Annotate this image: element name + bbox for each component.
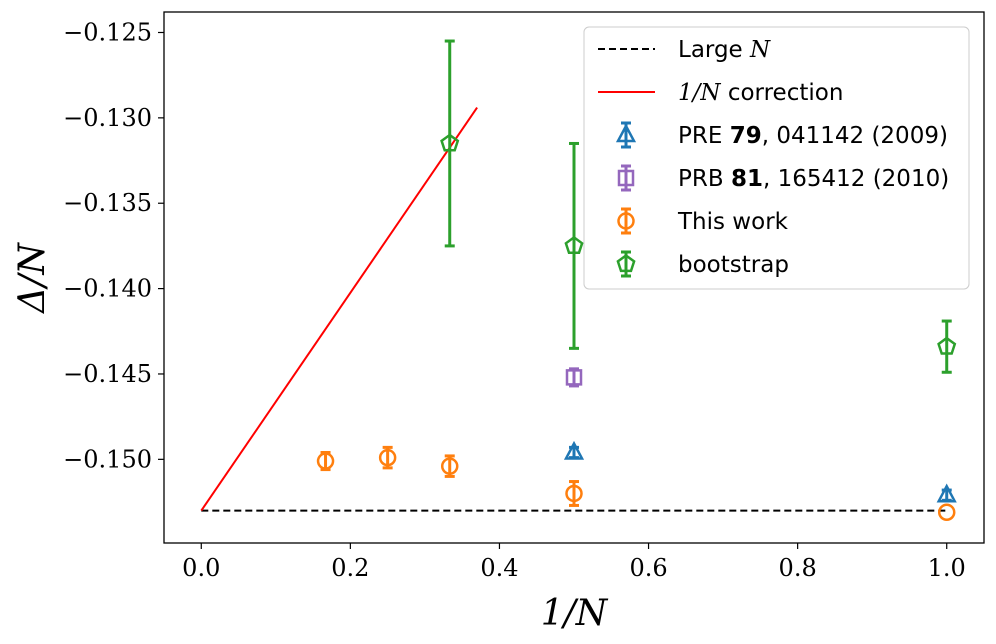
data-point-pre-79-041142-2009 xyxy=(563,440,585,460)
legend-label-part: Large xyxy=(678,37,750,63)
y-tick-label: −0.130 xyxy=(63,104,152,132)
legend-label-part: , 041142 (2009) xyxy=(762,123,948,149)
series-line-1-n-correction xyxy=(200,107,478,512)
data-point-prb-81-165412-2010 xyxy=(565,369,583,386)
data-point-this-work xyxy=(440,457,459,475)
data-point-this-work xyxy=(378,448,397,467)
y-tick-label: −0.140 xyxy=(63,275,152,303)
legend-marker-pre-79-041142-2009 xyxy=(615,123,637,143)
legend-marker-bootstrap xyxy=(616,253,636,273)
legend-label-part: correction xyxy=(721,80,844,106)
legend: Large N 1/N correction PRE 79, 041142 (200… xyxy=(583,26,970,290)
y-tick-label: −0.145 xyxy=(63,360,152,388)
x-tick-label: 0.0 xyxy=(182,554,220,582)
legend-label-large-n: Large N xyxy=(678,37,771,63)
y-tick-label: −0.125 xyxy=(63,18,152,46)
y-tick-label: −0.135 xyxy=(63,189,152,217)
data-point-this-work xyxy=(937,503,956,522)
axes: 0.0 0.2 0.4 0.6 0.8 1.0 −0.125 −0.130 −0.135 −0.1… xyxy=(63,18,966,582)
legend-label-part: N xyxy=(749,37,771,63)
legend-label-1-n-correction: 1/N correction xyxy=(678,80,843,106)
legend-label-part: PRB xyxy=(678,166,731,192)
y-tick-label: −0.150 xyxy=(63,445,152,473)
legend-marker-prb-81-165412-2010 xyxy=(617,169,635,187)
legend-label-bootstrap: bootstrap xyxy=(678,252,789,278)
legend-label-pre-79-041142-2009: PRE 79, 041142 (2009) xyxy=(678,123,948,149)
data-point-this-work xyxy=(565,484,583,503)
x-tick-label: 0.4 xyxy=(480,554,518,582)
legend-label-part: 1/N xyxy=(678,80,721,106)
legend-label-part: , 165412 (2010) xyxy=(763,166,949,192)
legend-marker-this-work xyxy=(617,212,635,230)
data-point-pre-79-041142-2009 xyxy=(936,483,957,503)
legend-label-part: bootstrap xyxy=(678,252,789,278)
legend-label-part: 79 xyxy=(730,123,762,149)
data-point-bootstrap xyxy=(564,235,584,255)
legend-label-this-work: This work xyxy=(677,209,789,235)
legend-label-part: PRE xyxy=(678,123,730,149)
data-point-bootstrap xyxy=(937,336,957,355)
x-tick-label: 1.0 xyxy=(928,554,966,582)
x-tick-label: 0.2 xyxy=(331,554,369,582)
x-tick-label: 0.6 xyxy=(629,554,667,582)
legend-label-part: 81 xyxy=(731,166,763,192)
legend-box xyxy=(583,26,970,290)
plot-frame xyxy=(163,11,985,544)
legend-label-prb-81-165412-2010: PRB 81, 165412 (2010) xyxy=(678,166,949,192)
data-point-this-work xyxy=(316,452,335,470)
legend-label-part: This work xyxy=(677,209,789,235)
x-axis-label: 1/N xyxy=(541,593,609,634)
x-tick-label: 0.8 xyxy=(779,554,817,582)
plot-area xyxy=(200,39,957,522)
data-point-bootstrap xyxy=(440,133,460,152)
y-axis-label: Δ/N xyxy=(12,242,53,315)
